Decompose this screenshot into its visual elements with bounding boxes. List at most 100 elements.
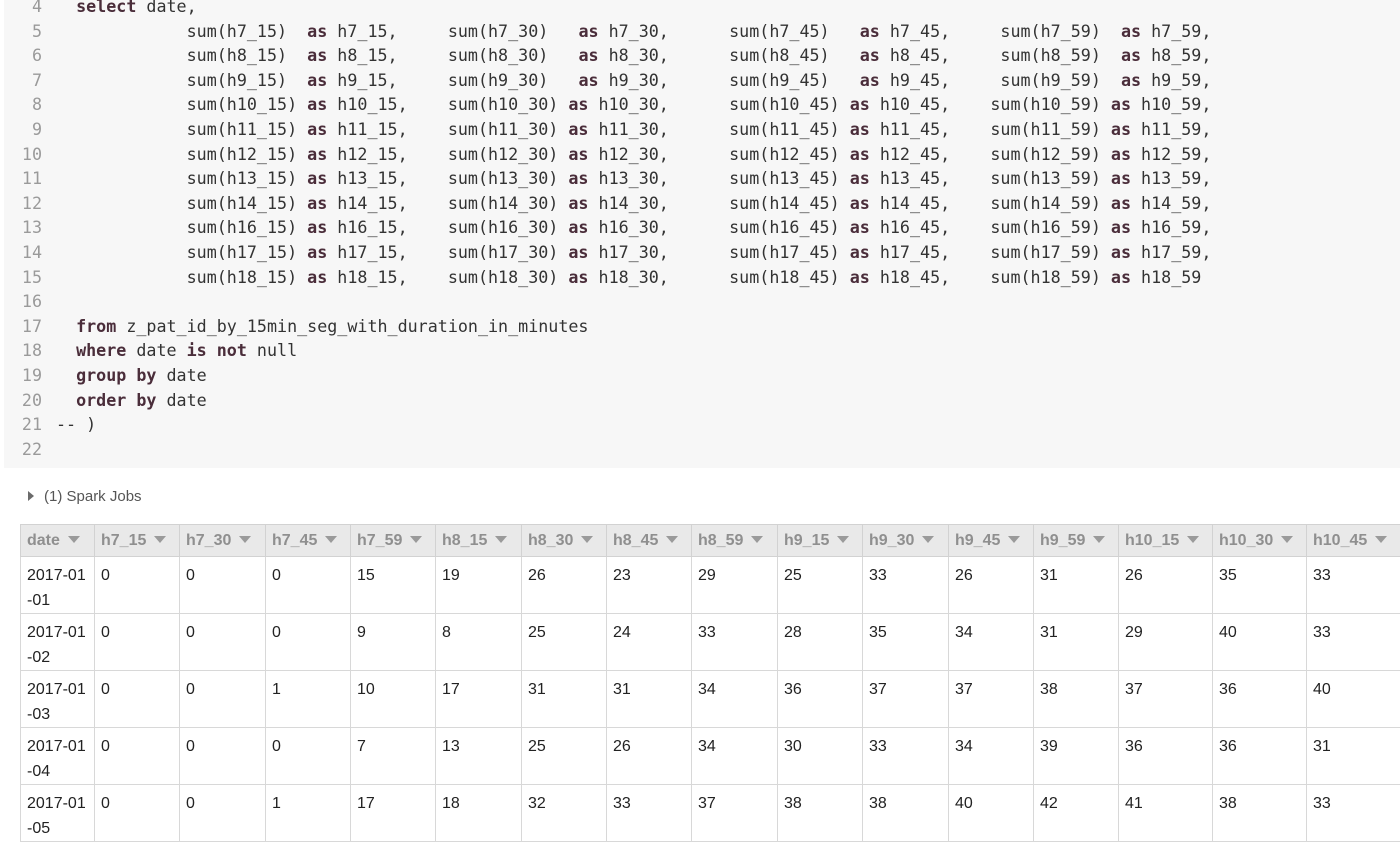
value-cell: 38 [1033, 670, 1119, 728]
value-cell: 40 [948, 784, 1034, 842]
value-cell: 28 [777, 613, 863, 671]
code-line[interactable]: 6 sum(h8_15) as h8_15, sum(h8_30) as h8_… [4, 43, 1400, 68]
sql-keyword: as [307, 69, 328, 90]
value-cell: 0 [179, 556, 266, 614]
sql-keyword: as [1110, 168, 1132, 189]
code-token: sum(h11_15) [56, 119, 308, 139]
column-header-h8_45[interactable]: h8_45 [606, 524, 692, 557]
column-header-date[interactable]: date [20, 524, 95, 557]
code-token: sum(h16_15) [56, 217, 308, 238]
column-header-label: h10_15 [1125, 531, 1180, 549]
sort-arrow-icon[interactable] [239, 535, 252, 543]
column-header-h7_15[interactable]: h7_15 [94, 524, 180, 557]
code-line[interactable]: 20 order by date [4, 388, 1400, 413]
code-line[interactable]: 18 where date is not null [4, 338, 1400, 363]
code-line[interactable]: 17 from z_pat_id_by_15min_seg_with_durat… [4, 314, 1400, 339]
value-cell: 42 [1033, 784, 1119, 842]
sort-arrow-icon[interactable] [1093, 535, 1106, 543]
code-token: h10_30, sum(h10_45) [588, 94, 850, 115]
value-cell: 19 [435, 556, 522, 614]
code-token: h14_15, sum(h14_30) [327, 192, 569, 213]
value-cell: 15 [350, 556, 436, 614]
sql-keyword: as [1110, 119, 1132, 139]
code-token: -- ) [56, 414, 97, 435]
sort-arrow-icon[interactable] [325, 535, 338, 543]
code-token: sum(h10_15) [56, 94, 308, 115]
sort-arrow-icon[interactable] [1187, 535, 1200, 543]
column-header-h7_30[interactable]: h7_30 [179, 524, 266, 557]
code-line[interactable]: 4 select date, [4, 0, 1400, 19]
sort-arrow-icon[interactable] [922, 535, 935, 543]
sort-arrow-icon[interactable] [666, 535, 679, 543]
code-token: sum(h12_15) [56, 143, 308, 164]
code-line[interactable]: 10 sum(h12_15) as h12_15, sum(h12_30) as… [4, 142, 1400, 167]
sort-arrow-icon[interactable] [154, 535, 167, 543]
column-header-h9_30[interactable]: h9_30 [862, 524, 949, 557]
spark-jobs-toggle[interactable]: (1) Spark Jobs [28, 486, 142, 508]
sort-arrow-icon[interactable] [837, 535, 850, 543]
sql-keyword: as [568, 242, 589, 262]
code-line[interactable]: 16 [4, 289, 1400, 314]
code-line[interactable]: 12 sum(h14_15) as h14_15, sum(h14_30) as… [4, 191, 1400, 216]
sort-arrow-icon[interactable] [67, 535, 80, 543]
column-header-label: h7_59 [357, 531, 403, 549]
spark-jobs-label: (1) Spark Jobs [44, 488, 142, 505]
column-header-h8_15[interactable]: h8_15 [435, 524, 522, 557]
sort-arrow-icon[interactable] [495, 535, 508, 543]
sql-keyword: where [76, 340, 127, 361]
code-token: h8_15, sum(h8_30) [327, 45, 579, 66]
code-line[interactable]: 5 sum(h7_15) as h7_15, sum(h7_30) as h7_… [4, 19, 1400, 44]
column-header-h9_45[interactable]: h9_45 [948, 524, 1034, 557]
caret-right-icon[interactable] [28, 491, 34, 501]
column-header-label: h8_59 [698, 531, 744, 549]
column-header-h8_59[interactable]: h8_59 [691, 524, 778, 557]
column-header-h9_59[interactable]: h9_59 [1033, 524, 1119, 557]
sql-keyword: as [1110, 192, 1132, 213]
line-number: 19 [21, 365, 42, 385]
sort-arrow-icon[interactable] [581, 535, 594, 543]
column-header-label: h10_30 [1219, 531, 1274, 549]
value-cell: 31 [1306, 727, 1400, 785]
value-cell: 0 [179, 784, 266, 842]
value-cell: 26 [948, 556, 1034, 614]
column-header-h8_30[interactable]: h8_30 [521, 524, 607, 557]
code-line[interactable]: 21 -- ) [4, 412, 1400, 437]
sort-arrow-icon[interactable] [410, 535, 423, 543]
value-cell: 36 [1118, 727, 1213, 785]
value-cell: 34 [691, 727, 778, 785]
code-text: sum(h18_15) as h18_15, sum(h18_30) as h1… [42, 265, 1202, 290]
code-line[interactable]: 7 sum(h9_15) as h9_15, sum(h9_30) as h9_… [4, 68, 1400, 93]
sort-arrow-icon[interactable] [1281, 535, 1294, 543]
column-header-h9_15[interactable]: h9_15 [777, 524, 863, 557]
sql-keyword: as [849, 192, 870, 213]
code-token: sum(h17_15) [56, 242, 308, 262]
code-line[interactable]: 15 sum(h18_15) as h18_15, sum(h18_30) as… [4, 265, 1400, 290]
code-token: h13_59, [1131, 168, 1212, 189]
value-cell: 34 [948, 613, 1034, 671]
value-cell: 36 [1212, 727, 1307, 785]
value-cell: 38 [1212, 784, 1307, 842]
column-header-h10_30[interactable]: h10_30 [1212, 524, 1307, 557]
value-cell: 40 [1306, 670, 1400, 728]
code-line[interactable]: 9 sum(h11_15) as h11_15, sum(h11_30) as … [4, 117, 1400, 142]
code-line[interactable]: 8 sum(h10_15) as h10_15, sum(h10_30) as … [4, 92, 1400, 117]
code-editor[interactable]: 4 select date, 5 sum(h7_15) as h7_15, sum… [4, 0, 1400, 468]
column-header-h10_45[interactable]: h10_45 [1306, 524, 1400, 557]
column-header-label: h8_15 [442, 531, 488, 549]
column-header-h10_15[interactable]: h10_15 [1118, 524, 1213, 557]
sort-arrow-icon[interactable] [1008, 535, 1021, 543]
code-line[interactable]: 11 sum(h13_15) as h13_15, sum(h13_30) as… [4, 166, 1400, 191]
sort-arrow-icon[interactable] [1375, 535, 1388, 543]
code-line[interactable]: 13 sum(h16_15) as h16_15, sum(h16_30) as… [4, 215, 1400, 240]
column-header-h7_59[interactable]: h7_59 [350, 524, 436, 557]
value-cell: 33 [862, 727, 949, 785]
code-line[interactable]: 22 [4, 437, 1400, 462]
code-line[interactable]: 19 group by date [4, 363, 1400, 388]
sql-keyword: as [307, 217, 328, 238]
column-header-h7_45[interactable]: h7_45 [265, 524, 351, 557]
sort-arrow-icon[interactable] [751, 535, 764, 543]
sql-keyword: as [578, 69, 599, 90]
code-line[interactable]: 14 sum(h17_15) as h17_15, sum(h17_30) as… [4, 240, 1400, 265]
line-number: 6 [31, 45, 42, 66]
code-token: h10_45, sum(h10_59) [869, 94, 1111, 115]
